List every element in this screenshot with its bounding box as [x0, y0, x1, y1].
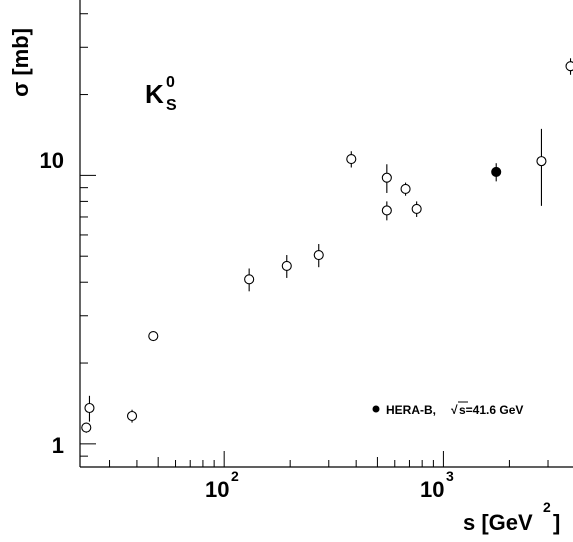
- x-tick-label-1000: 10 3: [420, 468, 454, 502]
- marker: [381, 172, 392, 183]
- legend-sqrt-symbol: √: [451, 403, 458, 417]
- axes: [79, 0, 573, 468]
- particle-label-sub: S: [166, 97, 177, 114]
- data-point-open: [411, 201, 422, 217]
- marker: [565, 61, 573, 72]
- y-tick-label-10: 10: [40, 148, 64, 173]
- data-point-open: [381, 201, 392, 221]
- marker: [346, 154, 357, 165]
- marker: [400, 183, 411, 195]
- legend: HERA-B, √ s=41.6 GeV: [372, 401, 523, 417]
- y-axis-label: σ [mb]: [8, 28, 33, 97]
- data-point-open: [565, 58, 573, 75]
- data-point-open: [84, 395, 95, 422]
- data-point-open: [400, 182, 411, 196]
- legend-marker: [372, 405, 380, 413]
- marker: [244, 274, 255, 285]
- data-point-open: [148, 331, 159, 342]
- marker: [126, 410, 138, 422]
- data-point-open: [313, 244, 324, 268]
- data-point-open: [244, 268, 255, 292]
- x-axis-label-main: s [GeV: [463, 510, 533, 535]
- marker: [281, 260, 292, 271]
- x-tick-label-100-base: 10: [205, 477, 229, 502]
- marker: [313, 249, 324, 261]
- marker: [411, 203, 422, 214]
- marker: [381, 205, 392, 216]
- data-point-open: [281, 255, 292, 278]
- marker: [491, 166, 502, 177]
- data-point-open: [126, 409, 138, 423]
- data-point-open: [536, 128, 547, 206]
- y-tick-label-1: 1: [52, 433, 64, 458]
- x-tick-label-1000-exp: 3: [446, 468, 454, 484]
- x-tick-label-100: 10 2: [205, 468, 239, 502]
- data-point-open: [346, 151, 357, 168]
- x-axis-label-sup: 2: [543, 499, 551, 515]
- x-axis-label: s [GeV 2 ]: [463, 499, 560, 535]
- data-point-filled: [491, 163, 502, 182]
- particle-label-main: K: [145, 79, 164, 109]
- x-axis-label-close: ]: [553, 510, 560, 535]
- data-points: [81, 58, 573, 433]
- marker: [84, 402, 95, 414]
- data-point-open: [381, 164, 392, 193]
- x-tick-label-1000-base: 10: [420, 477, 444, 502]
- legend-text-a: HERA-B,: [386, 403, 436, 417]
- particle-label: K 0 S: [145, 74, 177, 114]
- data-point-open: [81, 422, 92, 433]
- marker: [536, 156, 547, 167]
- legend-text-b: s=41.6 GeV: [459, 403, 523, 417]
- x-tick-label-100-exp: 2: [231, 468, 239, 484]
- marker: [148, 331, 159, 342]
- particle-label-sup: 0: [166, 74, 175, 91]
- marker: [81, 422, 92, 433]
